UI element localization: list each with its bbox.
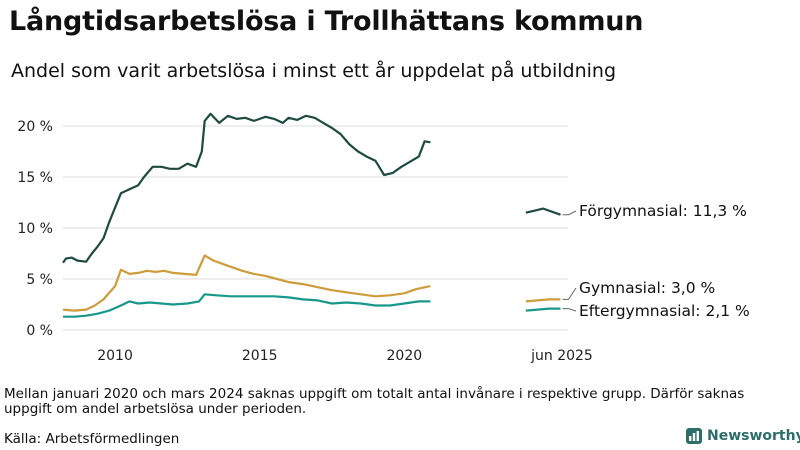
brand-logo[interactable]: Newsworthy — [686, 428, 800, 444]
grid-lines — [63, 125, 568, 331]
series-line-gymnasial — [525, 298, 561, 303]
end-label-eftergymnasial: Eftergymnasial: 2,1 % — [579, 302, 750, 320]
y-axis-ticks: 0 % 5 % 10 % 15 % 20 % — [17, 119, 53, 339]
y-tick-label: 15 % — [17, 170, 53, 186]
series-line-gymnasial — [62, 254, 431, 312]
source-text: Källa: Arbetsförmedlingen — [4, 431, 180, 447]
chart-title: Långtidsarbetslösa i Trollhättans kommun — [9, 6, 644, 37]
series-line-förgymnasial — [62, 112, 431, 264]
y-tick-label: 20 % — [17, 119, 53, 135]
y-tick-label: 10 % — [17, 221, 53, 237]
y-tick-label: 0 % — [26, 323, 53, 339]
x-tick-label: 2010 — [97, 348, 133, 364]
y-tick-label: 5 % — [26, 272, 53, 288]
bar-chart-logo-icon — [686, 428, 702, 444]
footnote: Mellan januari 2020 och mars 2024 saknas… — [4, 386, 745, 417]
label-connector — [562, 210, 577, 216]
x-tick-label: jun 2025 — [530, 348, 593, 364]
end-label-förgymnasial: Förgymnasial: 11,3 % — [579, 202, 747, 220]
end-label-gymnasial: Gymnasial: 3,0 % — [579, 279, 715, 297]
label-connector — [562, 308, 577, 312]
series-line-förgymnasial — [525, 207, 561, 216]
line-chart: 0 %5 %10 %15 %20 % 2010 2015 2020 jun 2025 … — [17, 112, 750, 364]
series-line-eftergymnasial — [63, 293, 431, 318]
x-axis-ticks: 2010 2015 2020 jun 2025 — [97, 348, 593, 364]
chart-subtitle: Andel som varit arbetslösa i minst ett å… — [11, 60, 617, 82]
x-tick-label: 2015 — [242, 348, 278, 364]
series-end-labels: Förgymnasial: 11,3 % Gymnasial: 3,0 % Efte… — [562, 202, 750, 320]
series-line-eftergymnasial — [525, 307, 561, 312]
x-tick-label: 2020 — [387, 348, 423, 364]
brand-name: Newsworthy — [707, 428, 800, 444]
series-lines — [62, 112, 561, 318]
label-connector — [562, 287, 577, 300]
